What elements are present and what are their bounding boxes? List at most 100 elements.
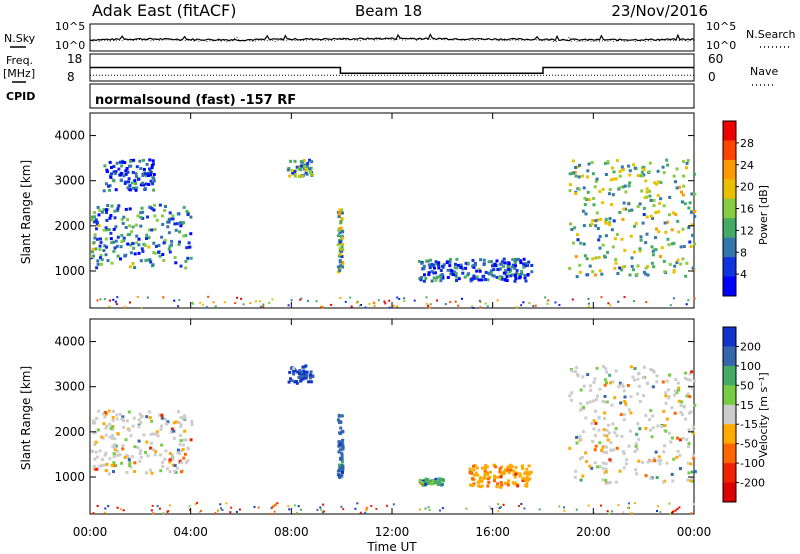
echo-cell xyxy=(594,180,598,184)
echo-cell xyxy=(179,221,182,225)
echo-cell xyxy=(575,435,579,439)
echo-cell xyxy=(608,188,612,191)
x-tick-label: 04:00 xyxy=(173,525,208,539)
echo-cell xyxy=(129,251,133,255)
echo-cell xyxy=(112,452,116,456)
echo-cell xyxy=(105,168,109,172)
echo-cell xyxy=(189,215,193,219)
echo-cell xyxy=(341,229,345,233)
echo-cell xyxy=(116,207,120,211)
echo-cell xyxy=(341,260,345,264)
echo-cell xyxy=(563,506,566,509)
echo-cell xyxy=(687,428,691,432)
echo-cell xyxy=(298,167,302,170)
echo-cell xyxy=(638,249,642,253)
echo-cell xyxy=(167,217,171,221)
echo-cell xyxy=(364,306,367,309)
echo-cell xyxy=(143,243,147,247)
echo-cell xyxy=(651,216,654,220)
echo-cell xyxy=(653,181,657,185)
echo-cell xyxy=(624,462,628,466)
echo-cell xyxy=(160,443,164,447)
echo-cell xyxy=(500,483,504,487)
echo-cell xyxy=(602,428,606,432)
echo-cell xyxy=(606,481,610,485)
echo-cell xyxy=(129,164,133,168)
echo-cell xyxy=(175,222,179,226)
echo-cell xyxy=(301,377,305,381)
echo-cell xyxy=(95,227,98,231)
echo-cell xyxy=(144,450,147,454)
echo-cell xyxy=(511,273,515,277)
echo-cell xyxy=(441,276,445,280)
echo-cell xyxy=(602,450,606,454)
echo-cell xyxy=(161,223,165,226)
x-tick-label: 00:00 xyxy=(677,525,712,539)
echo-cell xyxy=(99,237,102,241)
echo-cell xyxy=(217,509,220,512)
echo-cell xyxy=(693,192,697,196)
echo-cell xyxy=(103,463,107,467)
echo-cell xyxy=(130,181,134,185)
echo-cell xyxy=(506,265,510,268)
echo-cell xyxy=(610,228,614,232)
echo-cell xyxy=(92,241,96,245)
echo-cell xyxy=(529,470,533,474)
echo-cell xyxy=(506,465,510,469)
echo-cell xyxy=(360,304,362,306)
echo-cell xyxy=(679,403,683,407)
echo-cell xyxy=(678,453,682,457)
echo-cell xyxy=(161,214,164,218)
echo-cell xyxy=(127,458,131,462)
echo-cell xyxy=(294,504,296,507)
echo-cell xyxy=(674,377,678,381)
nsky-label: N.Sky xyxy=(4,32,36,45)
echo-cell xyxy=(488,272,492,276)
echo-cell xyxy=(103,411,107,415)
echo-cell xyxy=(126,170,130,174)
echo-cell xyxy=(451,273,455,276)
echo-cell xyxy=(235,510,238,513)
echo-cell xyxy=(500,471,504,475)
echo-cell xyxy=(615,434,619,438)
echo-cell xyxy=(476,480,480,484)
echo-cell xyxy=(238,508,241,511)
colorbar-tick-label: -100 xyxy=(740,457,765,470)
echo-cell xyxy=(477,267,481,271)
echo-cell xyxy=(672,457,676,461)
echo-cell xyxy=(682,184,686,188)
echo-cell xyxy=(141,174,145,177)
echo-cell xyxy=(661,480,665,484)
echo-cell xyxy=(182,443,185,447)
echo-cell xyxy=(502,264,505,268)
echo-cell xyxy=(223,301,226,304)
echo-cell xyxy=(688,395,692,399)
echo-cell xyxy=(417,260,421,263)
echo-cell xyxy=(94,440,98,444)
echo-cell xyxy=(309,166,313,170)
echo-cell xyxy=(665,158,669,162)
echo-cell xyxy=(138,159,142,163)
echo-cell xyxy=(594,409,597,413)
echo-cell xyxy=(605,445,609,449)
echo-cell xyxy=(621,384,625,388)
echo-cell xyxy=(137,418,141,422)
echo-cell xyxy=(121,444,125,448)
echo-cell xyxy=(420,261,424,265)
echo-cell xyxy=(403,300,406,302)
echo-cell xyxy=(119,172,123,175)
x-tick-label: 16:00 xyxy=(475,525,510,539)
echo-cell xyxy=(100,457,104,461)
echo-cell xyxy=(604,217,608,221)
echo-cell xyxy=(509,465,513,469)
echo-cell xyxy=(609,178,613,182)
echo-cell xyxy=(139,215,143,219)
echo-cell xyxy=(515,482,519,486)
echo-cell xyxy=(644,179,648,183)
echo-cell xyxy=(498,507,501,509)
echo-cell xyxy=(597,238,601,242)
echo-cell xyxy=(584,212,588,216)
echo-cell xyxy=(168,244,172,248)
echo-cell xyxy=(513,475,517,479)
